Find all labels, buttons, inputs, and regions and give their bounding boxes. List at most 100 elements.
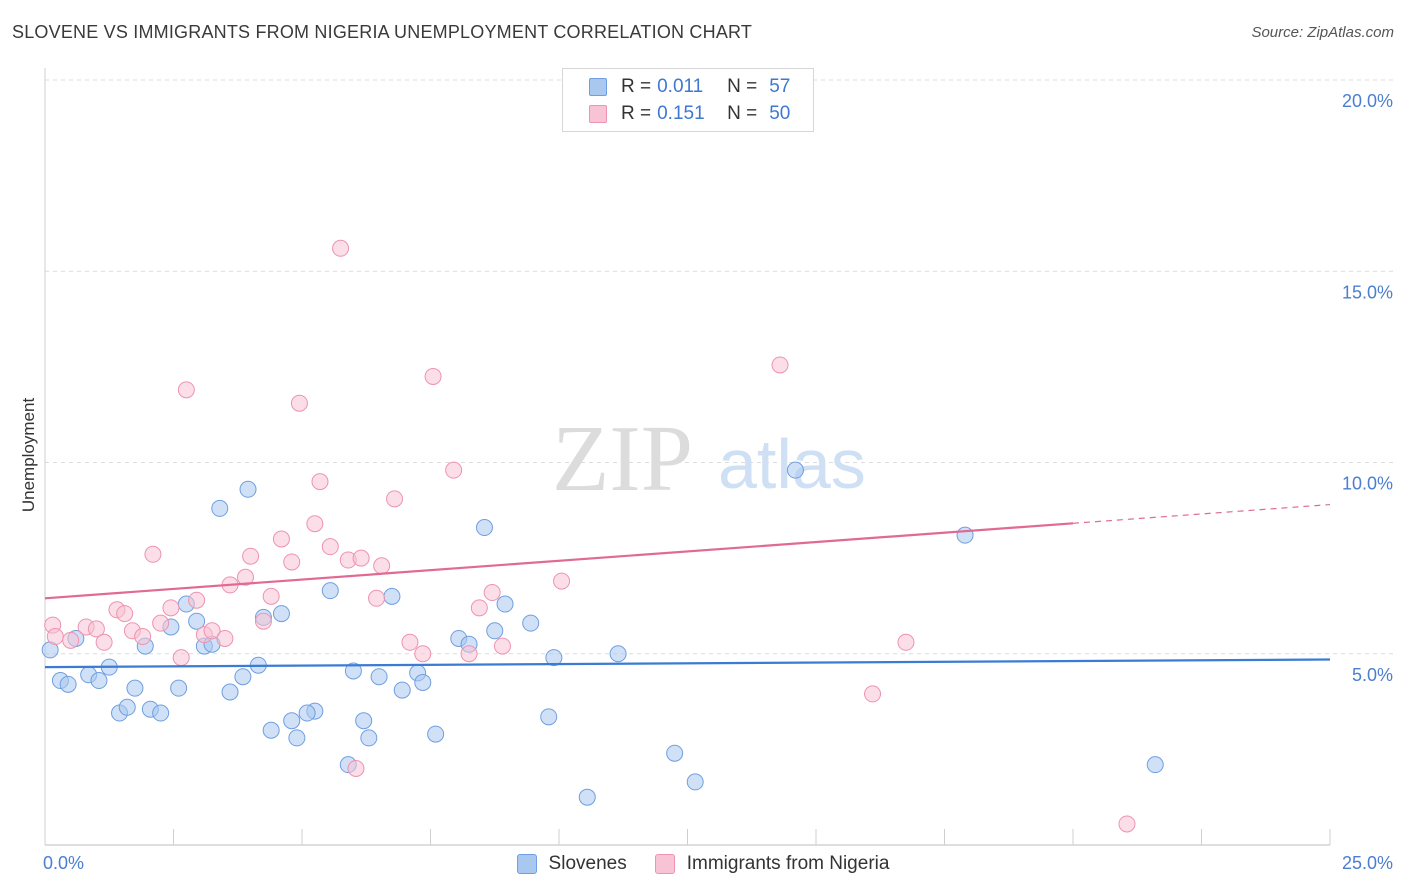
data-point xyxy=(609,645,627,663)
data-point xyxy=(306,515,324,533)
legend-row-slovenes: R = 0.011 N = 57 xyxy=(589,75,790,99)
data-point xyxy=(134,628,152,646)
data-point xyxy=(383,587,401,605)
data-point xyxy=(216,629,234,647)
legend-swatch-nigeria xyxy=(654,854,675,874)
y-axis-label: Unemployment xyxy=(19,398,38,513)
data-point xyxy=(118,698,136,716)
data-point xyxy=(272,530,290,548)
data-point xyxy=(352,549,370,567)
data-point xyxy=(177,381,195,399)
legend-r-value: 0.151 xyxy=(657,103,705,124)
legend-item-nigeria[interactable]: Immigrants from Nigeria xyxy=(654,853,890,875)
data-point xyxy=(62,631,80,649)
legend-n-value: 50 xyxy=(769,103,791,124)
data-point xyxy=(470,599,488,617)
data-point xyxy=(188,612,206,630)
data-point xyxy=(126,679,144,697)
legend-swatch-slovenes xyxy=(589,78,607,96)
data-point xyxy=(188,591,206,609)
series-immigrants-from-nigeria xyxy=(44,239,1136,833)
data-point xyxy=(401,633,419,651)
data-point xyxy=(254,612,272,630)
data-point xyxy=(59,675,77,693)
x-tick-label: 25.0% xyxy=(1342,853,1393,873)
data-point xyxy=(172,649,190,667)
data-point xyxy=(475,519,493,537)
data-point xyxy=(95,633,113,651)
data-point xyxy=(262,587,280,605)
data-point xyxy=(321,582,339,600)
tick-labels: 5.0% 10.0% 15.0% 20.0% 0.0% 25.0% xyxy=(43,91,1393,873)
data-point xyxy=(522,614,540,632)
data-point xyxy=(483,584,501,602)
data-point xyxy=(424,367,442,385)
data-point xyxy=(116,605,134,623)
data-point xyxy=(386,490,404,508)
legend-swatch-nigeria xyxy=(589,105,607,123)
data-point xyxy=(152,704,170,722)
data-point xyxy=(144,545,162,563)
data-point xyxy=(288,729,306,747)
data-point xyxy=(170,679,188,697)
data-point xyxy=(373,557,391,575)
data-point xyxy=(578,788,596,806)
data-point xyxy=(203,622,221,640)
data-point xyxy=(347,760,365,777)
y-tick-label: 5.0% xyxy=(1352,665,1393,685)
data-point xyxy=(864,685,882,703)
trend-line xyxy=(44,658,1331,669)
legend-r-label: R = xyxy=(621,103,652,124)
data-point xyxy=(493,637,511,655)
data-point xyxy=(370,668,388,686)
trend-lines xyxy=(44,503,1331,669)
series-legend: Slovenes Immigrants from Nigeria xyxy=(0,851,1406,877)
data-point xyxy=(283,553,301,571)
legend-label-slovenes: Slovenes xyxy=(548,853,627,874)
data-point xyxy=(786,461,804,479)
data-point xyxy=(283,712,301,730)
data-point xyxy=(272,605,290,623)
data-point xyxy=(162,599,180,617)
source-label: Source: ZipAtlas.com xyxy=(1251,24,1394,41)
data-point xyxy=(344,662,362,680)
data-point xyxy=(360,729,378,747)
chart-title: SLOVENE VS IMMIGRANTS FROM NIGERIA UNEMP… xyxy=(12,22,753,42)
data-point xyxy=(236,568,254,586)
legend-row-nigeria: R = 0.151 N = 50 xyxy=(589,102,790,126)
data-point xyxy=(427,725,445,743)
legend-label-nigeria: Immigrants from Nigeria xyxy=(686,853,890,874)
data-point xyxy=(666,744,684,762)
legend-n-label: N = xyxy=(727,103,758,124)
legend-item-slovenes[interactable]: Slovenes xyxy=(516,853,627,875)
x-tick-label: 0.0% xyxy=(43,853,84,873)
data-point xyxy=(1146,756,1164,774)
data-point xyxy=(221,683,239,701)
y-tick-label: 10.0% xyxy=(1342,474,1393,494)
data-point xyxy=(540,708,558,726)
data-point xyxy=(686,773,704,791)
axes xyxy=(44,68,1331,846)
legend-r-value: 0.011 xyxy=(657,76,704,97)
data-point xyxy=(771,356,789,374)
data-point xyxy=(152,614,170,632)
legend-swatch-slovenes xyxy=(516,854,537,874)
trend-line-extension xyxy=(1072,503,1331,524)
data-point xyxy=(414,645,432,663)
data-point xyxy=(298,704,316,722)
data-point xyxy=(332,239,350,257)
y-tick-label: 15.0% xyxy=(1342,282,1393,302)
data-point xyxy=(242,547,260,565)
correlation-legend: R = 0.011 N = 57 R = 0.151 N = 50 xyxy=(562,68,814,132)
data-point xyxy=(46,628,64,646)
data-point xyxy=(545,649,563,667)
data-point xyxy=(445,461,463,479)
data-point xyxy=(211,499,229,517)
data-point xyxy=(486,622,504,640)
data-point xyxy=(496,595,514,613)
data-point xyxy=(239,480,257,498)
data-point xyxy=(414,673,432,691)
data-point xyxy=(897,633,915,651)
trend-line xyxy=(44,522,1074,600)
legend-n-value: 57 xyxy=(769,76,791,97)
